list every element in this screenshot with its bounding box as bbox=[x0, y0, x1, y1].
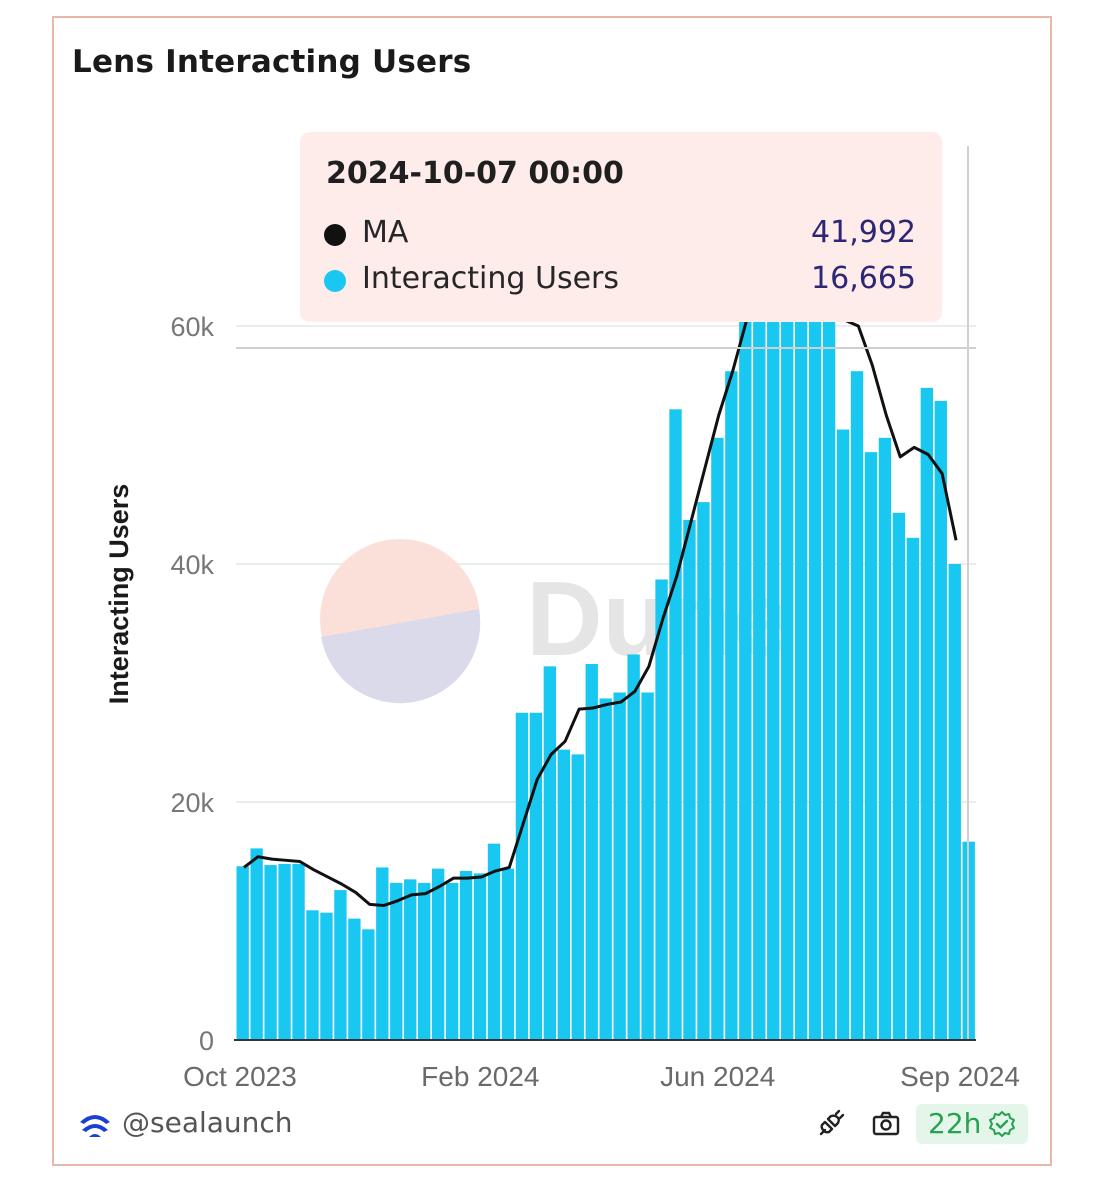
bar[interactable] bbox=[250, 848, 263, 1040]
bar[interactable] bbox=[864, 452, 878, 1040]
watermark-circle-lower-icon bbox=[321, 609, 481, 704]
bar[interactable] bbox=[822, 322, 836, 1040]
bar[interactable] bbox=[655, 579, 668, 1040]
bar[interactable] bbox=[920, 387, 934, 1040]
bar[interactable] bbox=[543, 666, 557, 1040]
bar[interactable] bbox=[697, 502, 710, 1040]
chart-title: Lens Interacting Users bbox=[72, 44, 472, 80]
tooltip-value: 41,992 bbox=[811, 215, 916, 250]
bar[interactable] bbox=[627, 654, 640, 1040]
y-tick-label: 0 bbox=[199, 1026, 214, 1056]
bar[interactable] bbox=[292, 863, 305, 1040]
bar[interactable] bbox=[334, 890, 347, 1040]
bar[interactable] bbox=[278, 863, 291, 1040]
y-axis-label: Interacting Users bbox=[104, 484, 134, 705]
bar[interactable] bbox=[613, 692, 626, 1040]
bar[interactable] bbox=[236, 866, 249, 1040]
bar[interactable] bbox=[725, 371, 738, 1041]
bar[interactable] bbox=[376, 867, 389, 1040]
footer-actions: 22h bbox=[812, 1104, 1032, 1144]
bar[interactable] bbox=[306, 910, 319, 1040]
bar[interactable] bbox=[264, 865, 277, 1040]
verified-check-icon bbox=[989, 1111, 1015, 1137]
x-tick-label: Feb 2024 bbox=[421, 1061, 539, 1092]
plug-icon[interactable] bbox=[814, 1108, 846, 1140]
bar[interactable] bbox=[404, 879, 417, 1040]
bar[interactable] bbox=[711, 437, 724, 1040]
bar[interactable] bbox=[390, 882, 403, 1040]
bar[interactable] bbox=[431, 868, 445, 1040]
tooltip-label: MA bbox=[362, 215, 409, 250]
bar[interactable] bbox=[515, 712, 529, 1040]
bar[interactable] bbox=[906, 537, 920, 1040]
tooltip-label: Interacting Users bbox=[362, 261, 619, 296]
bar[interactable] bbox=[529, 712, 543, 1040]
bar[interactable] bbox=[557, 749, 570, 1040]
y-tick-label: 20k bbox=[170, 788, 214, 818]
bar[interactable] bbox=[320, 912, 333, 1040]
x-tick-label: Oct 2023 bbox=[183, 1061, 297, 1092]
bar[interactable] bbox=[362, 929, 375, 1040]
bar[interactable] bbox=[459, 871, 473, 1040]
bar[interactable] bbox=[348, 918, 361, 1040]
bar[interactable] bbox=[739, 322, 752, 1040]
users-dot-icon bbox=[324, 270, 346, 292]
hover-tooltip: 2024-10-07 00:00 MA 41,992 Interacting U… bbox=[300, 132, 942, 322]
bar[interactable] bbox=[934, 400, 947, 1041]
bar[interactable] bbox=[753, 322, 766, 1040]
bar[interactable] bbox=[501, 868, 515, 1040]
axis-layer: 0 20k 40k 60k Oct 2023 Feb 2024 Jun 2024 Sep 20… bbox=[170, 312, 1020, 1092]
bar[interactable] bbox=[836, 429, 850, 1040]
x-tick-label: Jun 2024 bbox=[660, 1061, 775, 1092]
tooltip-row-ma: MA 41,992 bbox=[324, 215, 916, 255]
ma-dot-icon bbox=[324, 224, 346, 246]
tooltip-row-users: Interacting Users 16,665 bbox=[324, 261, 916, 301]
y-tick-label: 60k bbox=[170, 312, 214, 342]
bar[interactable] bbox=[669, 409, 682, 1040]
freshness-badge[interactable]: 22h bbox=[916, 1104, 1028, 1144]
sealaunch-logo-icon bbox=[80, 1115, 110, 1137]
tooltip-date: 2024-10-07 00:00 bbox=[326, 156, 624, 191]
bar[interactable] bbox=[683, 519, 696, 1040]
y-tick-label: 40k bbox=[170, 550, 214, 580]
bar[interactable] bbox=[571, 754, 584, 1040]
bar[interactable] bbox=[878, 437, 892, 1040]
bar[interactable] bbox=[585, 663, 598, 1040]
bar[interactable] bbox=[445, 882, 459, 1040]
bar[interactable] bbox=[808, 322, 822, 1040]
bar[interactable] bbox=[487, 843, 501, 1040]
bar[interactable] bbox=[599, 698, 612, 1040]
bar[interactable] bbox=[641, 692, 654, 1040]
creator-handle[interactable]: @sealaunch bbox=[122, 1106, 293, 1139]
bar[interactable] bbox=[892, 512, 906, 1040]
bar[interactable] bbox=[418, 882, 431, 1040]
camera-icon[interactable] bbox=[870, 1108, 902, 1140]
bar[interactable] bbox=[948, 564, 961, 1040]
bar[interactable] bbox=[473, 873, 487, 1040]
bar[interactable] bbox=[850, 371, 864, 1041]
x-tick-label: Sep 2024 bbox=[900, 1061, 1020, 1092]
bar[interactable] bbox=[767, 322, 780, 1040]
bar[interactable] bbox=[781, 322, 794, 1040]
bar[interactable] bbox=[794, 322, 808, 1040]
tooltip-value: 16,665 bbox=[811, 261, 916, 296]
bars-layer bbox=[236, 322, 975, 1041]
freshness-text: 22h bbox=[928, 1107, 982, 1140]
